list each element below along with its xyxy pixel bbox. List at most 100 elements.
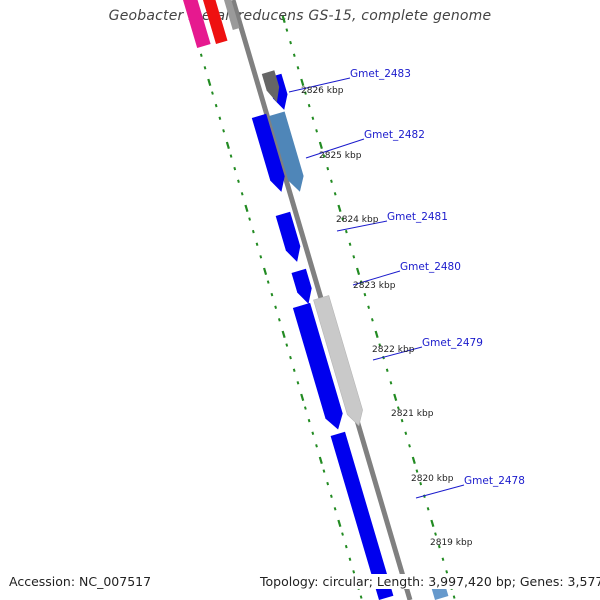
tick-mark xyxy=(263,267,268,276)
tick-mark xyxy=(270,292,274,297)
gene-arrow xyxy=(251,113,285,192)
tick-mark xyxy=(344,229,348,234)
kbp-position-label: 2821 kbp xyxy=(391,409,434,419)
tick-mark xyxy=(285,28,289,32)
tick-mark xyxy=(237,179,240,183)
feature-steel-blue xyxy=(269,111,304,192)
tick-mark xyxy=(304,91,307,95)
tick-mark xyxy=(337,204,342,213)
tick-mark xyxy=(452,595,456,599)
tick-mark xyxy=(322,469,326,473)
tick-mark xyxy=(274,305,278,309)
tick-mark xyxy=(434,532,437,536)
tick-mark xyxy=(352,570,356,574)
tick-mark xyxy=(400,418,404,423)
gene-arrow xyxy=(330,431,394,600)
tick-mark xyxy=(240,192,244,196)
tick-mark xyxy=(266,280,270,284)
tick-mark xyxy=(318,456,323,465)
gene-features xyxy=(183,0,449,600)
tick-mark xyxy=(326,481,330,486)
tick-mark xyxy=(344,544,348,549)
tick-mark xyxy=(322,154,326,158)
tick-mark xyxy=(352,255,356,259)
tick-mark xyxy=(341,532,344,536)
tick-mark xyxy=(385,368,389,372)
tick-mark xyxy=(289,355,292,360)
gene-connector-line xyxy=(336,220,388,232)
tick-mark xyxy=(251,229,255,234)
gene-connector-line xyxy=(415,484,465,499)
tick-mark xyxy=(277,318,281,322)
tick-mark xyxy=(356,267,361,276)
tick-mark xyxy=(199,53,203,57)
tick-mark xyxy=(300,78,305,87)
kbp-position-label: 2822 kbp xyxy=(372,345,415,355)
tick-mark xyxy=(315,129,318,133)
tick-mark xyxy=(300,393,305,402)
tick-mark xyxy=(285,343,289,347)
gene-connector-line xyxy=(352,270,401,286)
tick-mark xyxy=(411,456,416,465)
tick-mark xyxy=(214,103,218,108)
tick-mark xyxy=(359,595,363,599)
tick-mark xyxy=(419,481,423,486)
tick-mark xyxy=(307,103,311,108)
gene-label: Gmet_2479 xyxy=(422,337,483,349)
tick-mark xyxy=(367,305,371,309)
kbp-position-label: 2825 kbp xyxy=(319,151,362,161)
accession-label: Accession: NC_007517 xyxy=(9,574,152,589)
tick-mark xyxy=(330,179,333,183)
tick-mark xyxy=(318,141,323,150)
tick-mark xyxy=(289,40,292,45)
kbp-position-label: 2819 kbp xyxy=(430,538,473,548)
feature-light-gray xyxy=(313,295,363,427)
tick-mark xyxy=(281,15,286,24)
tick-mark xyxy=(211,91,214,95)
tick-mark xyxy=(348,557,352,561)
tick-mark xyxy=(292,53,296,57)
tick-mark xyxy=(441,557,445,561)
feature-gray xyxy=(224,0,240,30)
gene-label: Gmet_2480 xyxy=(400,261,461,273)
kbp-position-label: 2820 kbp xyxy=(411,474,454,484)
tick-mark xyxy=(430,519,435,528)
feature-pink xyxy=(183,0,211,48)
tick-mark xyxy=(408,444,411,448)
tick-mark xyxy=(348,242,352,246)
gene-connector-line xyxy=(305,138,365,159)
tick-mark xyxy=(437,544,441,549)
kbp-markers: 2826 kbp 2825 kbp 2824 kbp 2823 kbp 2822 kbp… xyxy=(301,86,473,548)
tick-mark xyxy=(222,129,225,133)
tick-mark xyxy=(341,217,344,221)
tick-mark xyxy=(370,318,374,322)
tick-mark xyxy=(207,78,212,87)
tick-mark xyxy=(333,507,337,511)
genome-title: Geobacter metallireducens GS-15, complet… xyxy=(108,8,492,24)
gene-label: Gmet_2478 xyxy=(464,475,525,487)
genome-stats-label: Topology: circular; Length: 3,997,420 bp… xyxy=(260,574,600,589)
inner-tick-track xyxy=(188,15,363,599)
tick-mark xyxy=(415,469,419,473)
gene-labels: Gmet_2483 Gmet_2482 Gmet_2481 Gmet_2480 Gmet… xyxy=(288,68,525,499)
tick-mark xyxy=(296,66,300,70)
gene-connector-line xyxy=(288,77,351,93)
tick-mark xyxy=(396,406,400,410)
tick-mark xyxy=(307,418,311,423)
tick-mark xyxy=(333,192,337,196)
gene-label: Gmet_2482 xyxy=(364,129,425,141)
kbp-position-label: 2823 kbp xyxy=(353,281,396,291)
tick-mark xyxy=(363,292,367,297)
kbp-position-label: 2824 kbp xyxy=(336,215,379,225)
tick-mark xyxy=(229,154,233,158)
tick-mark xyxy=(296,381,300,385)
tick-mark xyxy=(374,330,379,339)
tick-mark xyxy=(315,444,318,448)
tick-mark xyxy=(393,393,398,402)
gene-arrow xyxy=(275,211,301,262)
gene-connector-line xyxy=(372,346,423,361)
gene-label: Gmet_2483 xyxy=(350,68,411,80)
tick-mark xyxy=(378,343,382,347)
gene-arrow xyxy=(292,302,343,430)
tick-mark xyxy=(203,66,207,70)
